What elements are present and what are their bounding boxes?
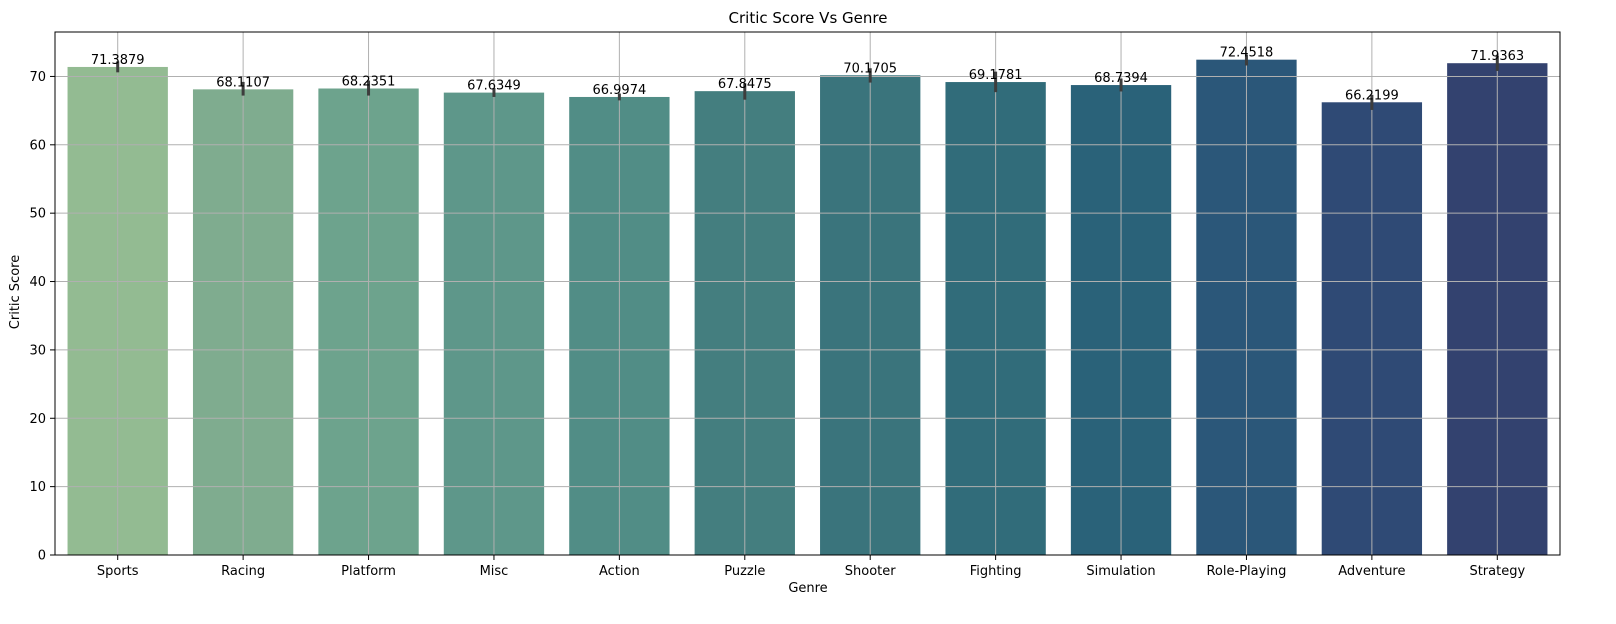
x-axis-label: Genre [788, 581, 827, 596]
data-label: 71.3879 [91, 53, 145, 68]
y-tick-label: 0 [38, 549, 46, 564]
data-label: 67.8475 [718, 77, 772, 92]
x-tick-label: Simulation [1086, 564, 1155, 579]
x-tick-label: Platform [341, 564, 396, 579]
data-label: 66.2199 [1345, 88, 1399, 103]
data-label: 68.1107 [216, 75, 270, 90]
x-tick-label: Role-Playing [1206, 564, 1286, 579]
x-tick-label: Adventure [1338, 564, 1405, 579]
y-tick-label: 70 [29, 70, 46, 85]
y-tick-label: 10 [29, 480, 46, 495]
x-tick-label: Misc [480, 564, 509, 579]
x-tick-label: Puzzle [724, 564, 765, 579]
y-tick-label: 40 [29, 275, 46, 290]
data-label: 70.1705 [843, 61, 897, 76]
data-label: 72.4518 [1220, 46, 1274, 61]
y-axis-label: Critic Score [8, 255, 23, 329]
y-tick-label: 20 [29, 412, 46, 427]
y-tick-label: 60 [29, 138, 46, 153]
chart-title: Critic Score Vs Genre [729, 9, 888, 27]
plot-frame [54, 31, 1561, 556]
y-tick-label: 30 [29, 343, 46, 358]
data-label: 66.9974 [592, 83, 646, 98]
x-tick-label: Racing [221, 564, 265, 579]
x-tick-label: Fighting [970, 564, 1022, 579]
data-label: 68.2351 [342, 75, 396, 90]
x-tick-label: Strategy [1469, 564, 1525, 579]
data-label: 71.9363 [1470, 49, 1524, 64]
y-tick-label: 50 [29, 207, 46, 222]
plot-area: 71.3879 68.1107 68.2351 67.6349 66.9974 67.84… [29, 31, 1561, 579]
x-tick-label: Shooter [845, 564, 896, 579]
data-label: 68.7394 [1094, 71, 1148, 86]
data-label: 69.1781 [969, 68, 1023, 83]
x-tick-label: Action [599, 564, 640, 579]
data-label: 67.6349 [467, 79, 521, 94]
x-tick-label: Sports [97, 564, 139, 579]
